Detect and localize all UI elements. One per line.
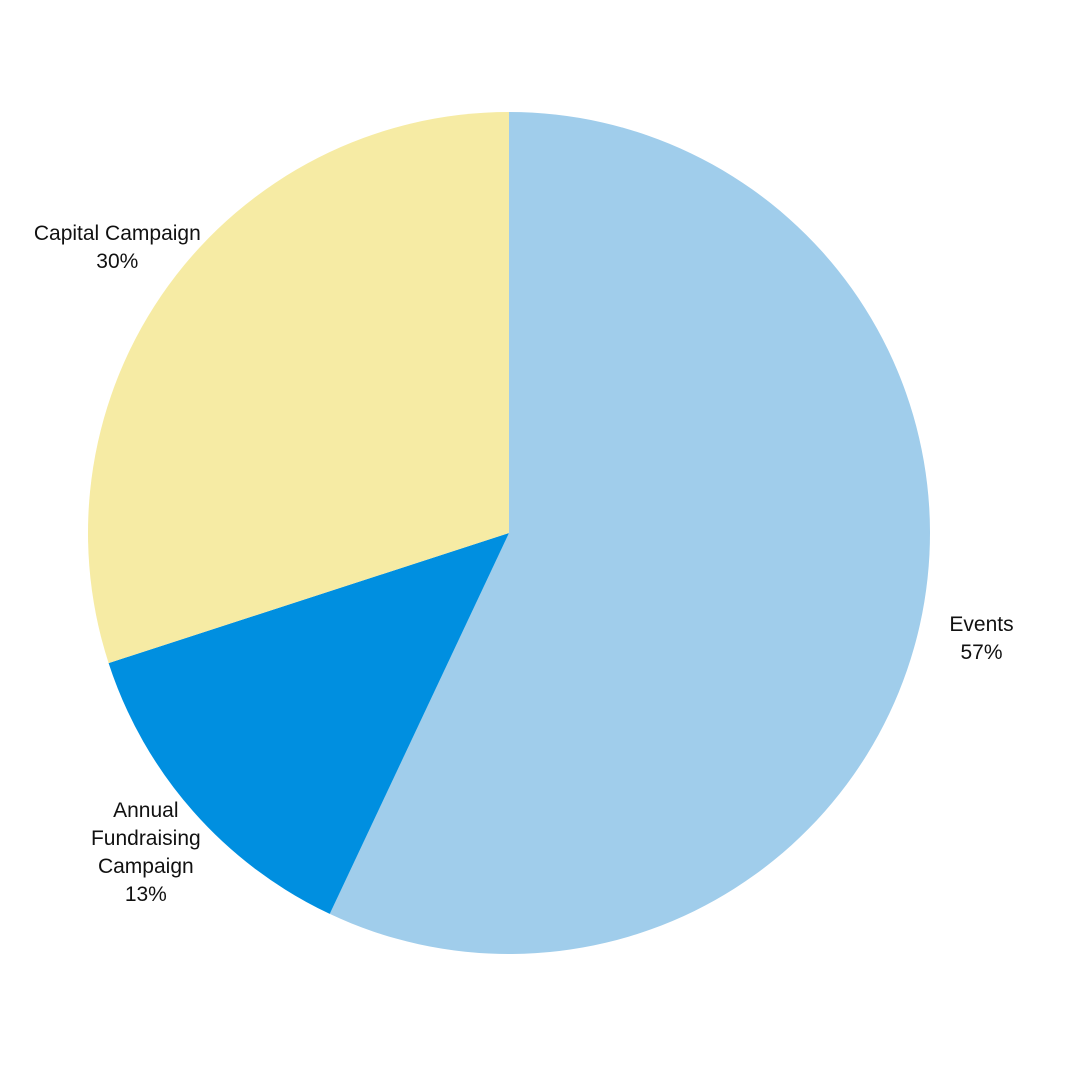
- slice-label: Annual Fundraising Campaign 13%: [56, 797, 236, 909]
- category-label: Capital Campaign: [33, 222, 201, 246]
- category-label: Events: [949, 612, 1014, 636]
- value-label: 30%: [96, 250, 139, 274]
- pie-slice: [87, 112, 510, 664]
- pie-slice: [108, 533, 509, 914]
- pie-slice: [329, 112, 930, 954]
- slice-label: Capital Campaign 30%: [34, 220, 201, 276]
- slice-label: Events 57%: [949, 611, 1013, 667]
- value-label: 13%: [124, 883, 167, 907]
- value-label: 57%: [960, 640, 1003, 664]
- category-label: Annual Fundraising Campaign: [90, 799, 201, 879]
